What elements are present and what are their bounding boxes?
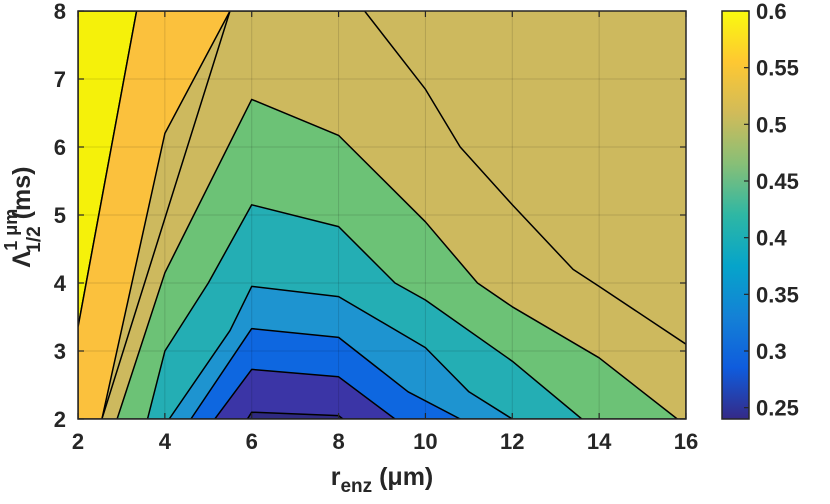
colorbar-frame	[721, 10, 750, 420]
contour-region-0.24	[246, 411, 344, 419]
colorbar-tick-label: 0.25	[756, 396, 799, 421]
x-tick-label: 16	[674, 429, 698, 454]
colorbar-tick-label: 0.5	[756, 112, 787, 137]
x-tick-label: 14	[587, 429, 612, 454]
y-tick-label: 7	[54, 67, 66, 92]
colorbar-tick-label: 0.35	[756, 282, 799, 307]
colorbar-tick-label: 0.55	[756, 56, 799, 81]
x-axis-label: renz (μm)	[331, 463, 434, 497]
colorbar-tick-label: 0.45	[756, 169, 799, 194]
x-tick-label: 2	[72, 429, 84, 454]
x-axis-ticks: 2 4 6 8 10 12 14 16	[72, 11, 698, 454]
contour-fills	[78, 11, 686, 419]
y-tick-label: 2	[54, 407, 66, 432]
plot-area: 2 4 6 8 10 12 14 16 2 3 4 5 6 7 8	[54, 0, 698, 454]
y-tick-label: 8	[54, 0, 66, 24]
y-tick-label: 6	[54, 135, 66, 160]
colorbar: 0.25 0.3 0.35 0.4 0.45 0.5 0.55 0.6	[721, 0, 799, 421]
y-axis-ticks: 2 3 4 5 6 7 8	[54, 0, 686, 432]
y-tick-label: 3	[54, 339, 66, 364]
x-tick-label: 10	[413, 429, 437, 454]
x-tick-label: 6	[246, 429, 258, 454]
colorbar-tick-label: 0.4	[756, 226, 787, 251]
x-tick-label: 4	[159, 429, 172, 454]
colorbar-ticks: 0.25 0.3 0.35 0.4 0.45 0.5 0.55 0.6	[744, 0, 799, 421]
colorbar-tick-label: 0.3	[756, 339, 787, 364]
contour-region-0.55	[78, 11, 231, 419]
colorbar-gradient	[722, 11, 749, 419]
x-tick-label: 12	[500, 429, 524, 454]
y-tick-label: 4	[54, 271, 67, 296]
y-tick-label: 5	[54, 203, 66, 228]
x-tick-label: 8	[332, 429, 344, 454]
y-axis-label: Λ1 μm 1/2 (ms)	[1, 167, 45, 268]
colorbar-tick-label: 0.6	[756, 0, 787, 24]
contour-region-0.25	[214, 368, 396, 419]
